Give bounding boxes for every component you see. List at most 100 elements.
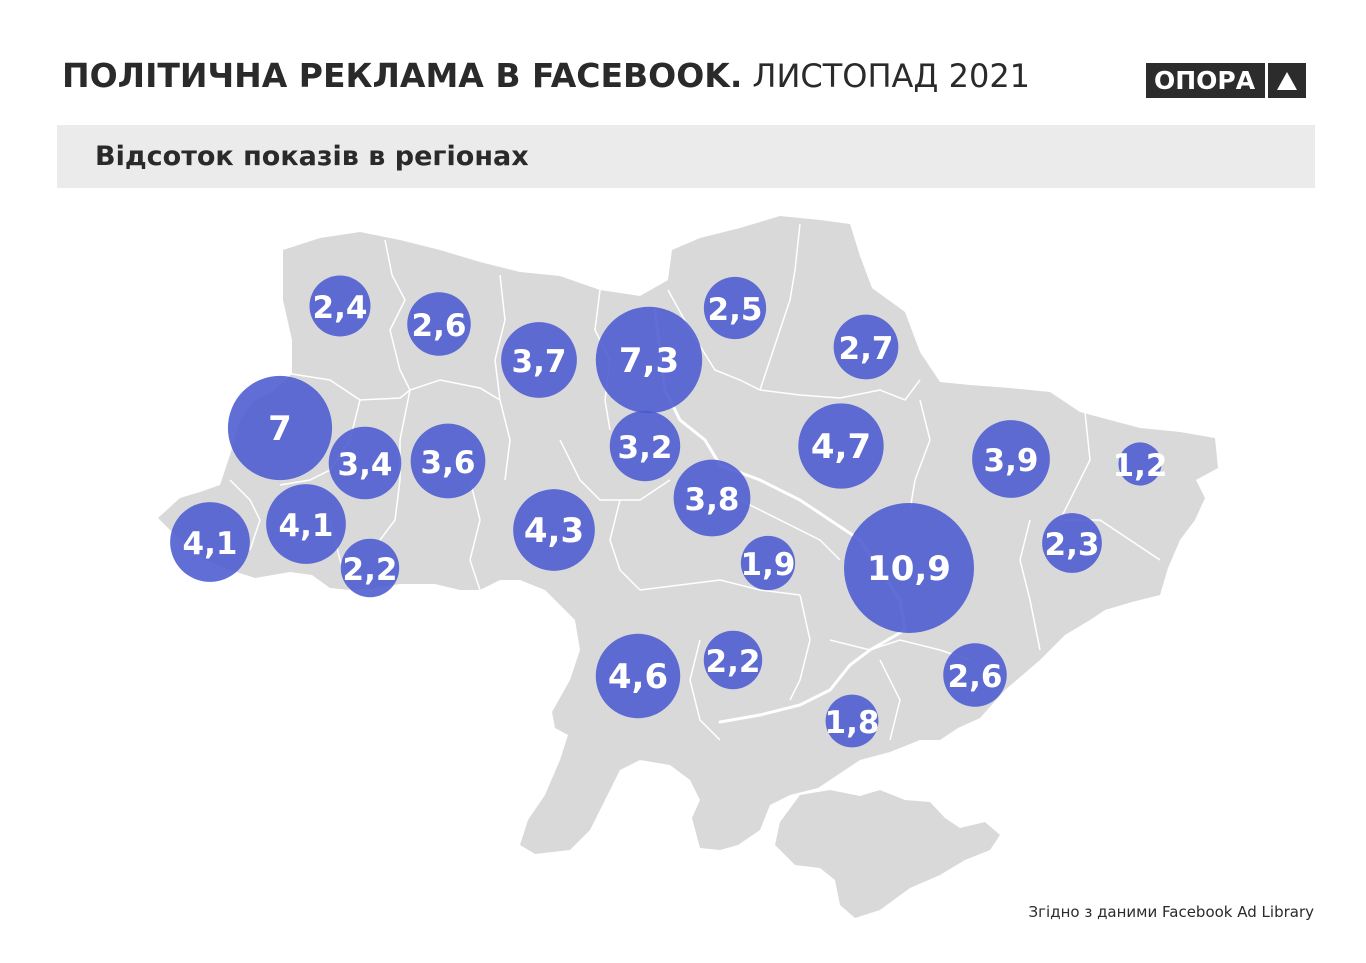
bubble-circle (798, 403, 884, 489)
bubble-circle (703, 276, 767, 340)
region-bubble: 3,4 (328, 426, 402, 500)
region-bubble: 2,2 (703, 630, 763, 690)
bubble-label: 2,2 (343, 552, 398, 588)
bubble-label: 3,4 (338, 447, 393, 483)
bubble-circle (309, 275, 371, 337)
bubble-circle (833, 314, 899, 380)
bubble-label: 1,9 (741, 547, 796, 583)
border-line (829, 639, 971, 661)
bubble-circle (972, 420, 1050, 498)
bubble-circle (609, 410, 681, 482)
border-line (789, 594, 811, 701)
bubble-label: 3,2 (618, 430, 673, 466)
border-line (689, 639, 721, 741)
logo-text: ОПОРА (1154, 66, 1256, 95)
bubble-circle (943, 643, 1007, 707)
border-line (229, 479, 261, 551)
bubble-label: 10,9 (867, 549, 951, 589)
bubble-label: 2,3 (1045, 527, 1100, 563)
region-bubble: 4,3 (513, 489, 595, 571)
bubble-circle (170, 502, 250, 582)
border-line (667, 289, 761, 391)
bubble-circle (673, 459, 751, 537)
bubble-circle (227, 375, 333, 481)
bubble-label: 2,6 (412, 308, 467, 344)
border-line (879, 659, 901, 741)
region-bubble: 1,8 (825, 694, 880, 748)
region-bubble: 1,2 (1113, 442, 1168, 486)
bubble-label: 4,1 (183, 526, 238, 562)
bubble-label: 3,9 (984, 443, 1039, 479)
region-bubble: 4,7 (798, 403, 884, 489)
bubble-label: 2,5 (708, 292, 763, 328)
subtitle: Відсоток показів в регіонах (95, 141, 529, 172)
region-bubble: 2,5 (703, 276, 767, 340)
bubble-label: 2,6 (948, 659, 1003, 695)
bubble-circle (703, 630, 763, 690)
bubble-label: 4,7 (811, 427, 871, 467)
crimea (775, 790, 1000, 918)
region-bubble: 7 (227, 375, 333, 481)
region-bubble: 2,7 (833, 314, 899, 380)
region-bubble: 2,4 (309, 275, 371, 337)
bubble-circle (595, 633, 681, 719)
source-note: Згідно з даними Facebook Ad Library (1028, 903, 1314, 921)
bubble-circle (407, 292, 471, 356)
bubble-label: 4,3 (524, 511, 584, 551)
border-line (759, 379, 921, 401)
border-line (379, 389, 411, 541)
region-bubble: 3,9 (972, 420, 1050, 498)
bubble-label: 4,1 (279, 508, 334, 544)
logo-separator (1265, 63, 1269, 98)
bubble-circle (825, 694, 879, 748)
region-bubble: 3,7 (501, 322, 577, 398)
border-line (639, 579, 801, 596)
bubble-circle (513, 489, 595, 571)
region-bubble: 2,6 (943, 643, 1007, 707)
bubble-label: 7,3 (619, 341, 679, 381)
bubble-circle (844, 503, 974, 633)
region-bubble: 3,2 (609, 410, 681, 482)
bubble-label: 3,8 (685, 482, 740, 518)
region-bubble: 1,9 (740, 535, 796, 591)
border-line (759, 223, 801, 391)
region-bubble: 2,2 (340, 538, 400, 598)
region-bubble: 4,1 (266, 484, 346, 564)
bubble-circle (740, 535, 796, 591)
bubble-circle (328, 426, 402, 500)
page-title: ПОЛІТИЧНА РЕКЛАМА В FACEBOOK. ЛИСТОПАД 2… (62, 56, 1030, 108)
bubbles-layer: 2,4 2,6 3,7 7,3 2,5 2,7 7 3,4 3,6 3,2 4,7 3,9 1,2 4,1… (170, 275, 1168, 748)
region-bubble: 4,6 (595, 633, 681, 719)
region-bubble: 2,3 (1042, 513, 1102, 573)
bubble-label: 1,8 (825, 705, 880, 741)
bubble-label: 3,6 (421, 445, 476, 481)
bubble-label: 7 (268, 409, 292, 449)
bubble-circle (1118, 442, 1162, 486)
bubble-circle (410, 423, 486, 499)
bubble-label: 2,7 (839, 331, 894, 367)
bubble-label: 2,4 (313, 290, 368, 326)
border-line (291, 373, 501, 401)
triangle-icon (1268, 63, 1306, 98)
border-line (739, 499, 841, 561)
bubble-label: 3,7 (512, 344, 567, 380)
title-date-part: ЛИСТОПАД 2021 (752, 57, 1031, 95)
bubble-circle (266, 484, 346, 564)
bubble-label: 2,2 (706, 644, 761, 680)
title-bold-part: ПОЛІТИЧНА РЕКЛАМА В FACEBOOK. (62, 56, 743, 95)
border-line (494, 274, 511, 481)
region-bubble: 2,6 (407, 292, 471, 356)
border-line (384, 239, 411, 391)
region-bubble: 3,6 (410, 423, 486, 499)
bubble-circle (501, 322, 577, 398)
subtitle-bar: Відсоток показів в регіонах (57, 125, 1315, 188)
border-line (1019, 519, 1041, 651)
bubble-circle (595, 306, 703, 414)
region-bubble: 3,8 (673, 459, 751, 537)
bubble-label: 1,2 (1113, 448, 1168, 484)
region-bubble: 10,9 (844, 503, 974, 633)
bubble-circle (1042, 513, 1102, 573)
border-line (609, 499, 641, 591)
region-bubble: 7,3 (595, 306, 703, 414)
